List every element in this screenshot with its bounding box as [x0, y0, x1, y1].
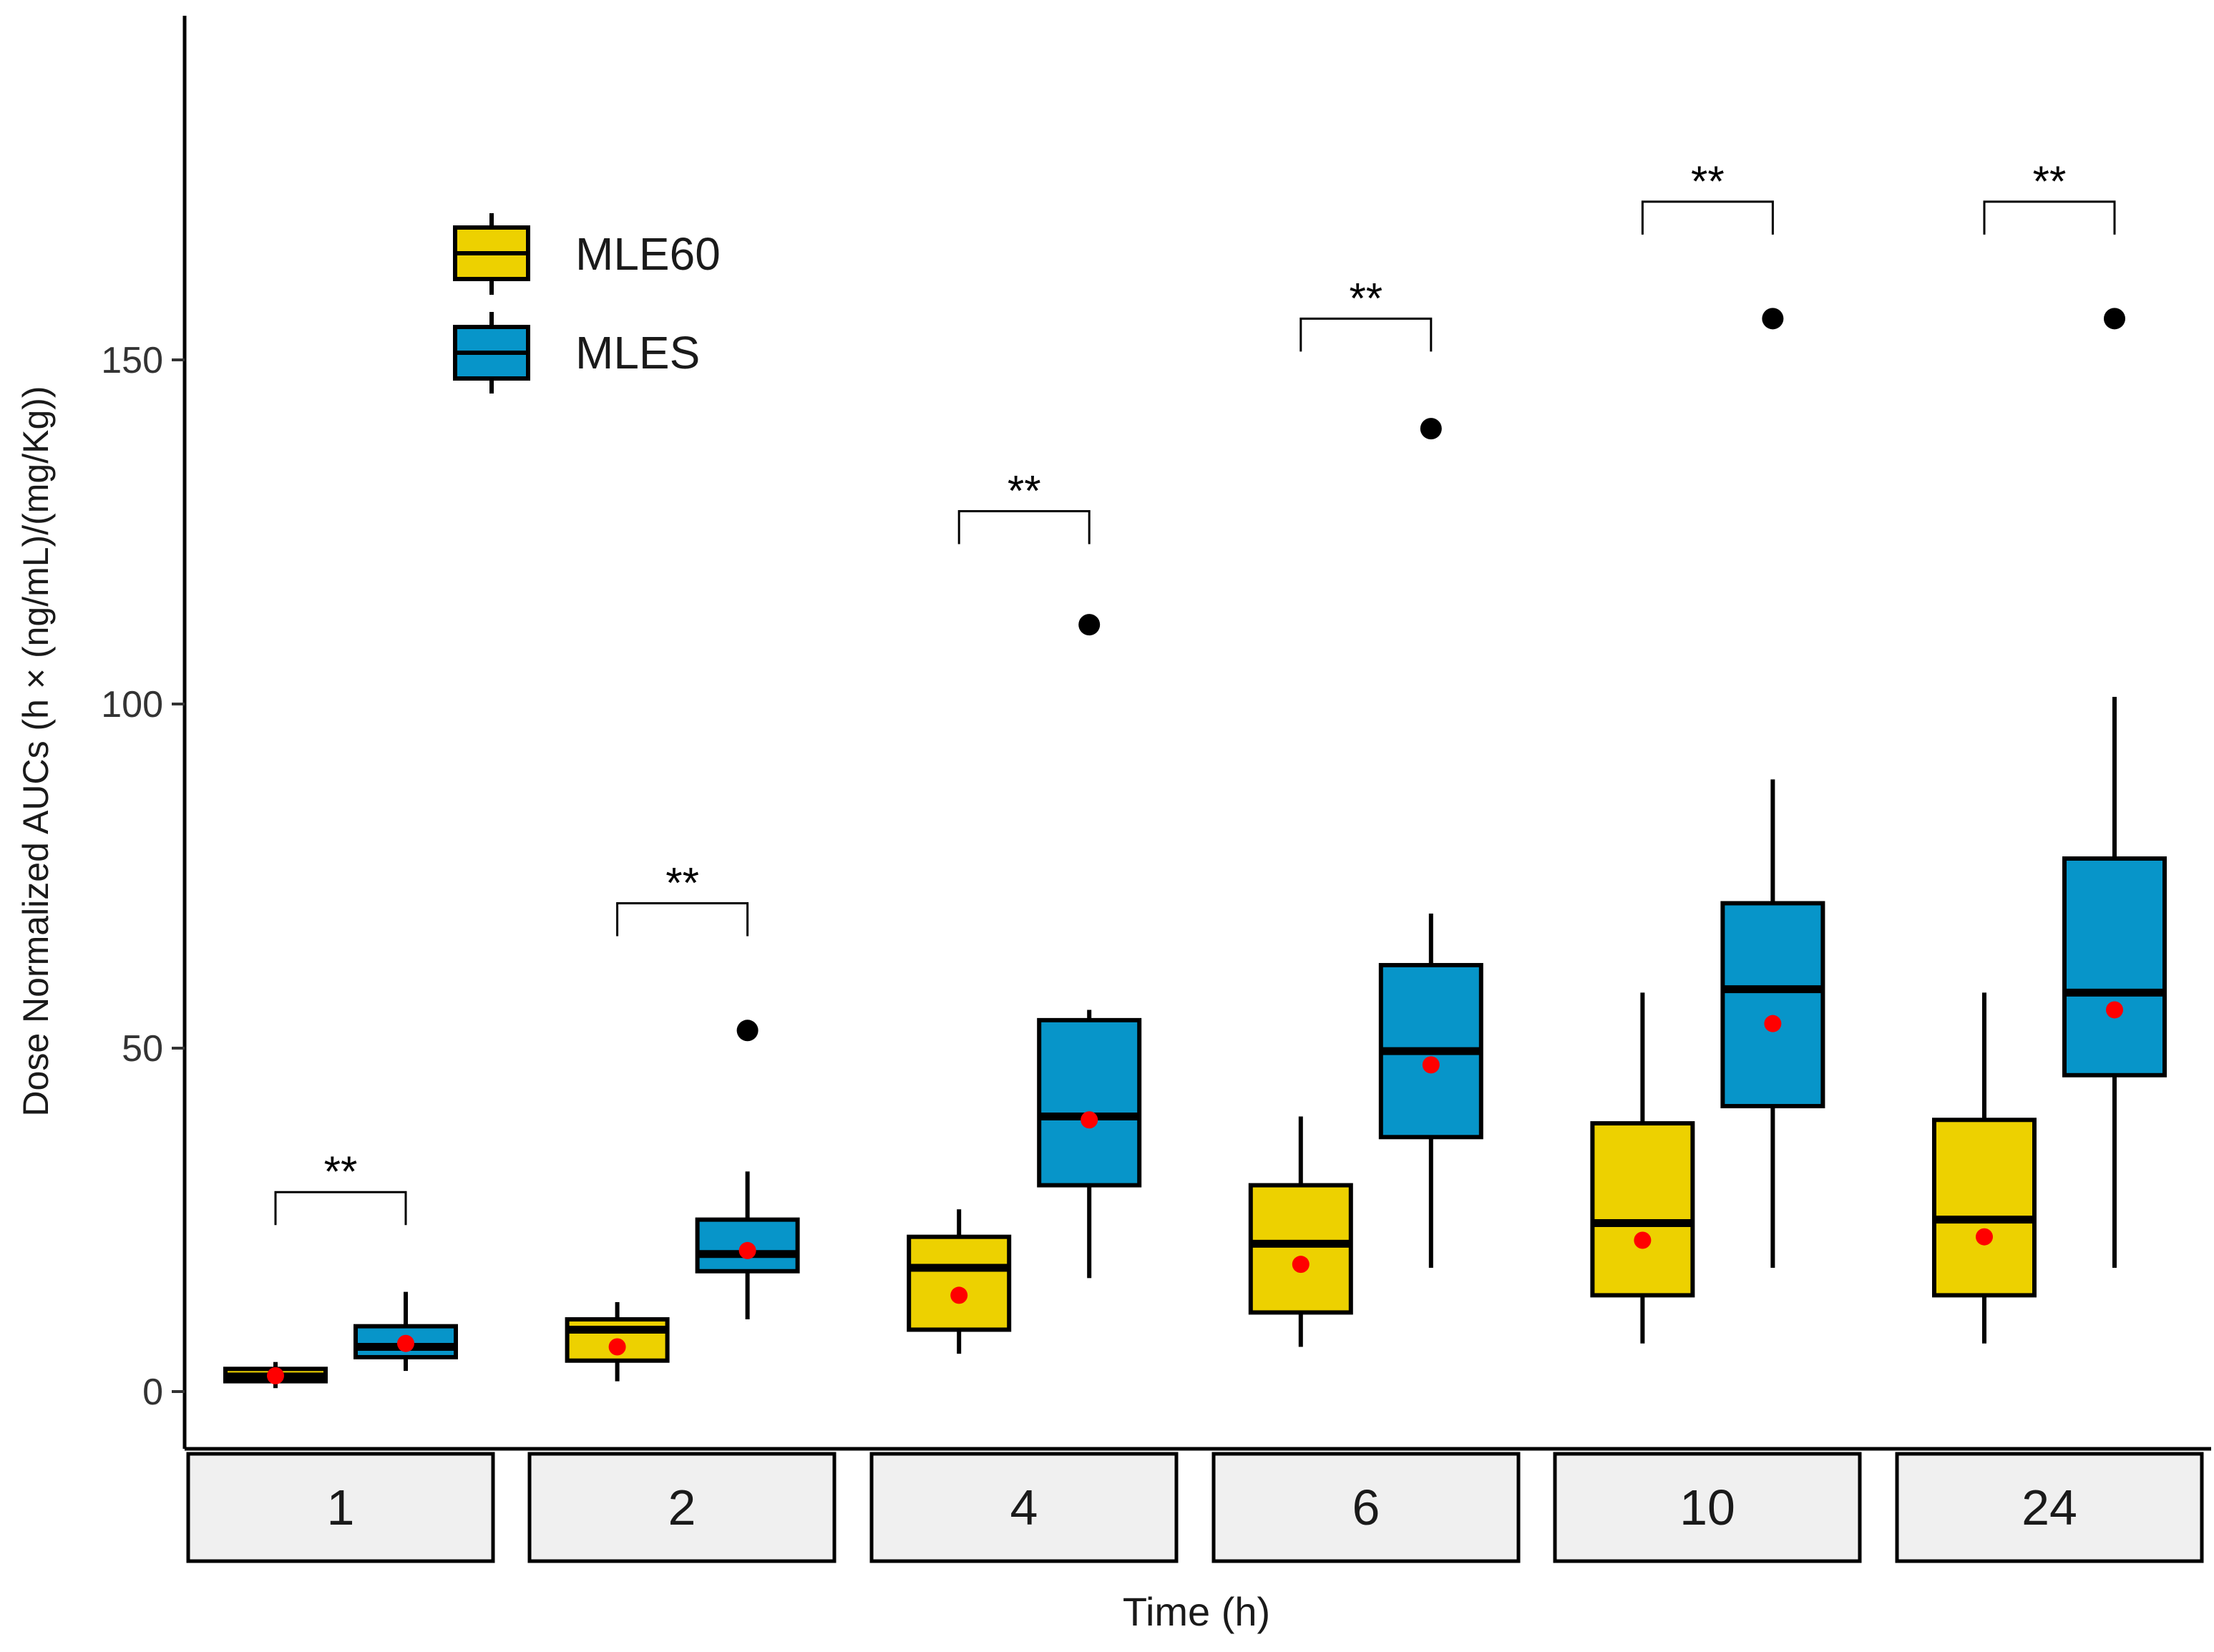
y-ticks: 0 50 100 150 — [101, 340, 185, 1413]
mean-point-facet-2-mles — [738, 1241, 756, 1259]
facet-strip-2: 4 — [869, 1452, 1179, 1563]
legend-label-mles: MLES — [575, 327, 700, 378]
box-facet-24-mles — [2062, 856, 2167, 1077]
outlier-point-facet-10-mles — [1762, 308, 1784, 330]
legend-item-mles: MLES — [453, 312, 700, 394]
significance-bracket-24 — [1983, 200, 2116, 235]
mean-point-facet-2-mle60 — [608, 1338, 626, 1356]
mean-point-facet-6-mles — [1422, 1056, 1440, 1074]
mean-point-facet-24-mles — [2106, 1001, 2123, 1019]
box-facet-4-mle60 — [907, 1234, 1012, 1332]
x-axis-label: Time (h) — [1123, 1589, 1270, 1634]
facet-strip-box — [527, 1452, 837, 1563]
significance-label-10: ** — [1691, 157, 1725, 205]
facet-strip-box — [869, 1452, 1179, 1563]
mean-point-facet-24-mle60 — [1976, 1228, 1993, 1246]
significance-label-1: ** — [324, 1148, 358, 1196]
y-tick-label: 0 — [142, 1372, 163, 1413]
y-tick-label: 50 — [122, 1028, 163, 1070]
facet-strip-box — [1895, 1452, 2204, 1563]
facet-strip-3: 6 — [1211, 1452, 1521, 1563]
y-tick-label: 150 — [101, 340, 163, 381]
significance-bracket-1 — [274, 1191, 407, 1226]
significance-bracket-10 — [1641, 200, 1774, 235]
box-facet-10-mle60 — [1590, 1121, 1695, 1298]
facet-strip-5: 24 — [1895, 1452, 2204, 1563]
facet-label: 10 — [1679, 1480, 1735, 1535]
outlier-point-facet-24-mles — [2104, 308, 2125, 330]
mean-point-facet-1-mle60 — [267, 1367, 284, 1384]
facet-label: 4 — [1010, 1480, 1038, 1535]
outlier-point-facet-2-mles — [736, 1020, 759, 1042]
y-axis-label: Dose Normalized AUCs (h × (ng/mL)/(mg/Kg… — [16, 386, 56, 1116]
mean-point-facet-1-mles — [397, 1334, 414, 1352]
legend-label-mle60: MLE60 — [575, 228, 721, 280]
box-facet-24-mle60 — [1932, 1118, 2037, 1298]
significance-label-2: ** — [665, 859, 699, 906]
significance-bracket-6 — [1299, 317, 1433, 352]
y-tick-label: 100 — [101, 684, 163, 725]
mean-point-facet-4-mles — [1081, 1111, 1098, 1129]
facet-strip-box — [186, 1452, 495, 1563]
facet-strip-1: 2 — [527, 1452, 837, 1563]
mean-point-facet-10-mle60 — [1634, 1231, 1652, 1249]
facet-label: 2 — [668, 1480, 696, 1535]
significance-label-6: ** — [1349, 274, 1382, 322]
plot-marks: ** ** ** ** ** ** — [223, 157, 2167, 1389]
facet-strip-box — [1553, 1452, 1862, 1563]
facet-label: 6 — [1352, 1480, 1380, 1535]
box-facet-10-mles — [1720, 901, 1825, 1109]
significance-bracket-4 — [957, 509, 1091, 544]
significance-bracket-2 — [616, 901, 749, 937]
facet-label: 24 — [2022, 1480, 2077, 1535]
facet-strip-box — [1211, 1452, 1521, 1563]
facet-label: 1 — [327, 1480, 355, 1535]
significance-label-4: ** — [1008, 466, 1041, 514]
significance-label-24: ** — [2033, 157, 2067, 205]
mean-point-facet-4-mle60 — [950, 1286, 968, 1304]
box-facet-4-mles — [1037, 1017, 1142, 1188]
mean-point-facet-10-mles — [1764, 1015, 1782, 1032]
legend: MLE60 MLES — [453, 213, 721, 394]
box-facet-1-mles — [353, 1324, 458, 1359]
legend-item-mle60: MLE60 — [453, 213, 721, 295]
outlier-point-facet-4-mles — [1078, 614, 1101, 636]
mean-point-facet-6-mle60 — [1292, 1256, 1310, 1274]
box-facet-6-mle60 — [1248, 1183, 1353, 1315]
facet-strip-4: 10 — [1553, 1452, 1862, 1563]
outlier-point-facet-6-mles — [1420, 418, 1442, 440]
facet-strip-0: 1 — [186, 1452, 495, 1563]
